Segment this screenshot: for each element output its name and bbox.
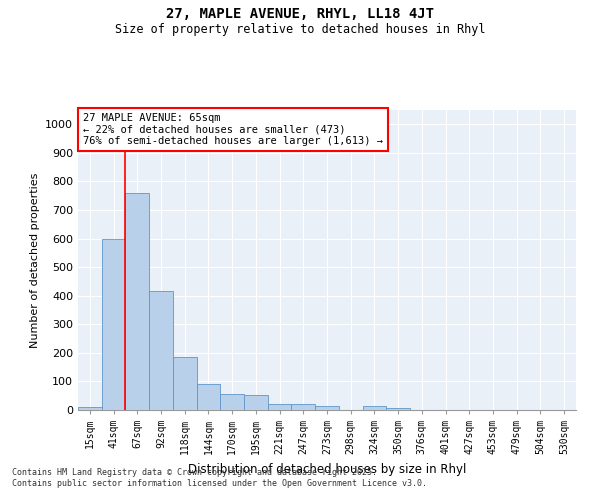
Bar	[386, 408, 410, 410]
Bar	[149, 292, 173, 410]
Bar	[268, 404, 292, 410]
Bar	[315, 406, 339, 410]
Bar	[292, 404, 315, 410]
Bar	[362, 406, 386, 410]
Bar	[244, 395, 268, 410]
Text: 27, MAPLE AVENUE, RHYL, LL18 4JT: 27, MAPLE AVENUE, RHYL, LL18 4JT	[166, 8, 434, 22]
Y-axis label: Number of detached properties: Number of detached properties	[29, 172, 40, 348]
Bar	[78, 407, 102, 410]
Bar	[173, 357, 197, 410]
Bar	[102, 238, 125, 410]
Bar	[125, 193, 149, 410]
Bar	[197, 384, 220, 410]
Text: Size of property relative to detached houses in Rhyl: Size of property relative to detached ho…	[115, 22, 485, 36]
X-axis label: Distribution of detached houses by size in Rhyl: Distribution of detached houses by size …	[188, 462, 466, 475]
Bar	[220, 394, 244, 410]
Text: 27 MAPLE AVENUE: 65sqm
← 22% of detached houses are smaller (473)
76% of semi-de: 27 MAPLE AVENUE: 65sqm ← 22% of detached…	[83, 113, 383, 146]
Text: Contains HM Land Registry data © Crown copyright and database right 2025.
Contai: Contains HM Land Registry data © Crown c…	[12, 468, 427, 487]
